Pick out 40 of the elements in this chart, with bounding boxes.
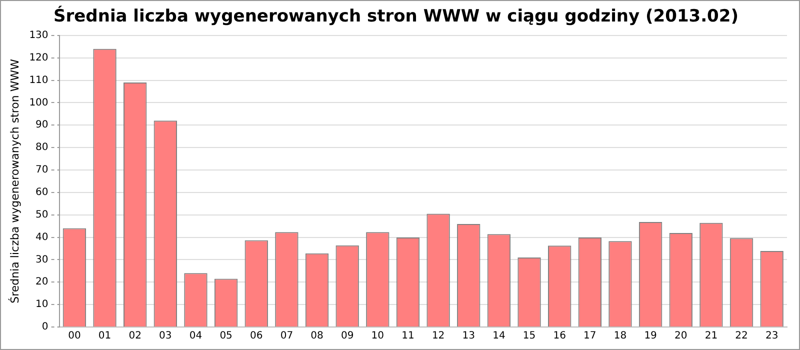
x-tick-label: 11 — [402, 330, 414, 342]
chart-title: Średnia liczba wygenerowanych stron WWW w ciągu godziny (2013.02) — [54, 6, 738, 27]
y-tick-label: 50 — [36, 209, 48, 220]
x-tick-label: 12 — [432, 330, 445, 342]
x-tick-label: 07 — [280, 330, 294, 342]
x-tick-label: 23 — [765, 330, 778, 342]
x-tick-label: 14 — [492, 330, 506, 342]
y-tick-label: 90 — [36, 120, 48, 131]
y-tick-label: 10 — [36, 299, 48, 310]
x-tick-label: 06 — [250, 330, 263, 342]
y-tick-label: 30 — [36, 254, 48, 266]
x-tick-label: 04 — [189, 330, 202, 342]
y-tick-label: 130 — [29, 30, 48, 41]
x-tick-label: 19 — [644, 330, 657, 342]
x-tick-label: 17 — [584, 330, 596, 342]
x-tick-label: 03 — [159, 330, 172, 342]
y-tick-label: 110 — [29, 74, 48, 86]
x-tick-label: 13 — [462, 330, 475, 342]
y-tick-label: 20 — [36, 276, 48, 288]
y-tick-label: 80 — [36, 142, 48, 154]
x-tick-label: 10 — [371, 330, 384, 342]
x-tick-label: 22 — [735, 330, 748, 342]
x-tick-label: 08 — [310, 330, 324, 342]
x-tick-label: 16 — [553, 330, 566, 342]
y-tick-label: 100 — [29, 97, 48, 108]
x-tick-label: 05 — [220, 330, 232, 342]
x-tick-label: 01 — [98, 330, 112, 342]
x-tick-label: 15 — [522, 330, 536, 342]
y-tick-label: 120 — [29, 52, 48, 64]
y-tick-label: 70 — [36, 164, 48, 176]
x-tick-label: 02 — [128, 330, 142, 342]
x-tick-label: 21 — [704, 330, 718, 342]
y-tick-label: 0 — [42, 322, 48, 333]
x-tick-label: 09 — [340, 330, 354, 342]
x-tick-label: 18 — [614, 330, 627, 342]
x-tick-label: 00 — [68, 330, 81, 342]
x-tick-label: 20 — [674, 330, 688, 342]
y-axis-title: Średnia liczba wygenerowanych stron WWW — [7, 58, 22, 304]
y-tick-label: 60 — [36, 187, 48, 198]
y-tick-label: 40 — [36, 232, 48, 243]
